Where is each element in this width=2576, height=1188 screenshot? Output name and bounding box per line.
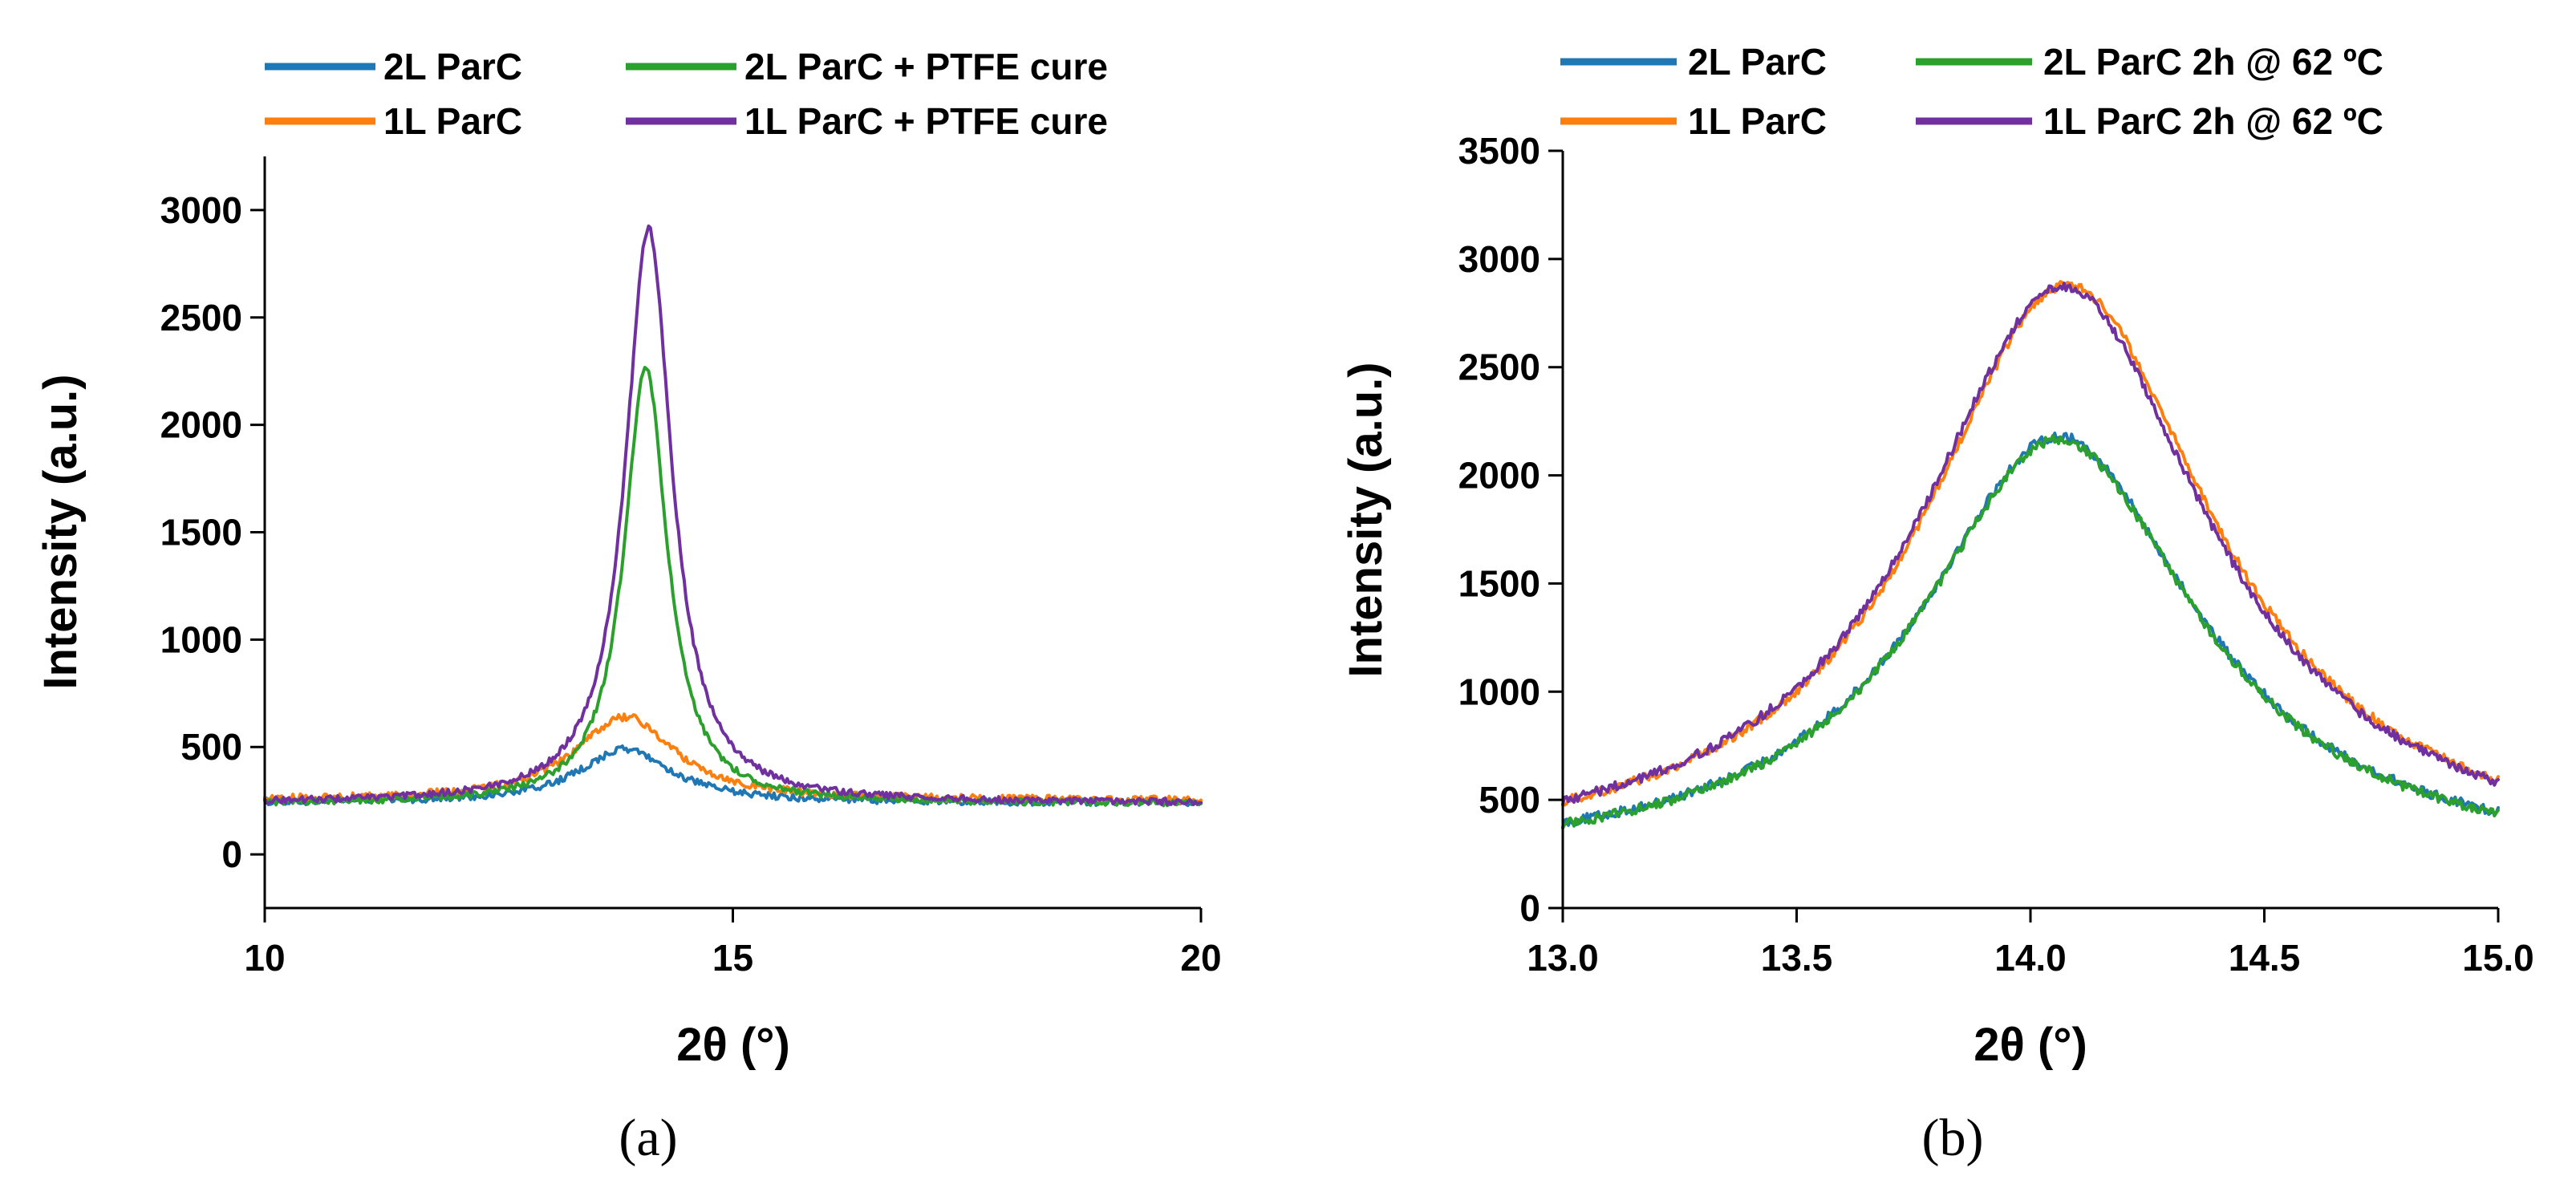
legend-label-1l-parc-ptfe: 1L ParC + PTFE cure bbox=[744, 100, 1108, 142]
panel-a: 2L ParC 2L ParC + PTFE cure 1L ParC 1L P… bbox=[34, 46, 1222, 1167]
y-ticks-b: 0 500 1000 1500 2000 2500 3000 3500 bbox=[1458, 130, 1563, 929]
y-tick-label: 2000 bbox=[160, 404, 242, 446]
legend-label-1l-parc: 1L ParC bbox=[1688, 100, 1827, 142]
x-ticks-b: 13.0 13.5 14.0 14.5 15.0 bbox=[1527, 908, 2534, 979]
x-tick-label: 15.0 bbox=[2462, 937, 2534, 979]
legend-label-2l-parc-ptfe: 2L ParC + PTFE cure bbox=[744, 46, 1108, 87]
legend-label-1l-parc: 1L ParC bbox=[383, 100, 522, 142]
legend-label-2l-parc: 2L ParC bbox=[383, 46, 522, 87]
x-ticks-a: 10 15 20 bbox=[244, 908, 1222, 979]
series-1l-parc-62c-b bbox=[1561, 282, 2500, 806]
x-tick-label: 10 bbox=[244, 937, 285, 979]
series-2l-parc-62c-b bbox=[1561, 434, 2500, 830]
series-1l-parc-b bbox=[1561, 280, 2500, 807]
y-tick-label: 0 bbox=[221, 833, 242, 875]
x-tick-label: 13.5 bbox=[1761, 937, 1833, 979]
panel-label-b: (b) bbox=[1922, 1109, 1984, 1167]
y-axis-title-a: Intensity (a.u.) bbox=[34, 374, 87, 689]
legend-label-2l-parc-62c: 2L ParC 2h @ 62 ºC bbox=[2043, 41, 2383, 83]
legend-b: 2L ParC 2L ParC 2h @ 62 ºC 1L ParC 1L Pa… bbox=[1560, 41, 2383, 142]
series-2l-parc-ptfe-a bbox=[263, 366, 1203, 808]
x-tick-label: 14.5 bbox=[2229, 937, 2301, 979]
y-tick-label: 1000 bbox=[1458, 671, 1540, 712]
y-tick-label: 0 bbox=[1519, 887, 1540, 929]
legend-label-1l-parc-62c: 1L ParC 2h @ 62 ºC bbox=[2043, 100, 2383, 142]
plot-area-a bbox=[263, 224, 1203, 808]
y-tick-label: 500 bbox=[1479, 779, 1540, 821]
legend-a: 2L ParC 2L ParC + PTFE cure 1L ParC 1L P… bbox=[265, 46, 1108, 142]
x-tick-label: 15 bbox=[712, 937, 753, 979]
x-tick-label: 14.0 bbox=[1994, 937, 2067, 979]
y-tick-label: 1500 bbox=[160, 512, 242, 553]
y-tick-label: 2500 bbox=[1458, 347, 1540, 388]
y-tick-label: 1000 bbox=[160, 618, 242, 660]
y-tick-label: 3500 bbox=[1458, 130, 1540, 172]
y-tick-label: 2500 bbox=[160, 297, 242, 339]
series-line-2l-parc-ptfe bbox=[263, 366, 1203, 808]
panel-label-a: (a) bbox=[619, 1109, 677, 1167]
series-1l-parc-ptfe-a bbox=[263, 224, 1203, 806]
x-tick-label: 13.0 bbox=[1527, 937, 1599, 979]
series-line-1l-parc-ptfe bbox=[263, 224, 1203, 806]
series-line-1l-parc-62c bbox=[1561, 282, 2500, 806]
x-axis-title-b: 2θ (°) bbox=[1974, 1019, 2087, 1071]
y-tick-label: 3000 bbox=[1458, 238, 1540, 280]
series-line-1l-parc bbox=[1561, 280, 2500, 807]
y-tick-label: 3000 bbox=[160, 189, 242, 231]
x-tick-label: 20 bbox=[1180, 937, 1221, 979]
plot-area-b bbox=[1561, 280, 2500, 830]
y-tick-label: 2000 bbox=[1458, 455, 1540, 497]
y-axis-title-b: Intensity (a.u.) bbox=[1340, 362, 1392, 677]
series-line-2l-parc-62c bbox=[1561, 434, 2500, 830]
y-tick-label: 1500 bbox=[1458, 562, 1540, 604]
x-axis-title-a: 2θ (°) bbox=[676, 1019, 790, 1071]
y-ticks-a: 0 500 1000 1500 2000 2500 3000 bbox=[160, 189, 265, 875]
panel-b: 2L ParC 2L ParC 2h @ 62 ºC 1L ParC 1L Pa… bbox=[1340, 41, 2534, 1167]
y-tick-label: 500 bbox=[181, 726, 242, 768]
legend-label-2l-parc: 2L ParC bbox=[1688, 41, 1827, 83]
